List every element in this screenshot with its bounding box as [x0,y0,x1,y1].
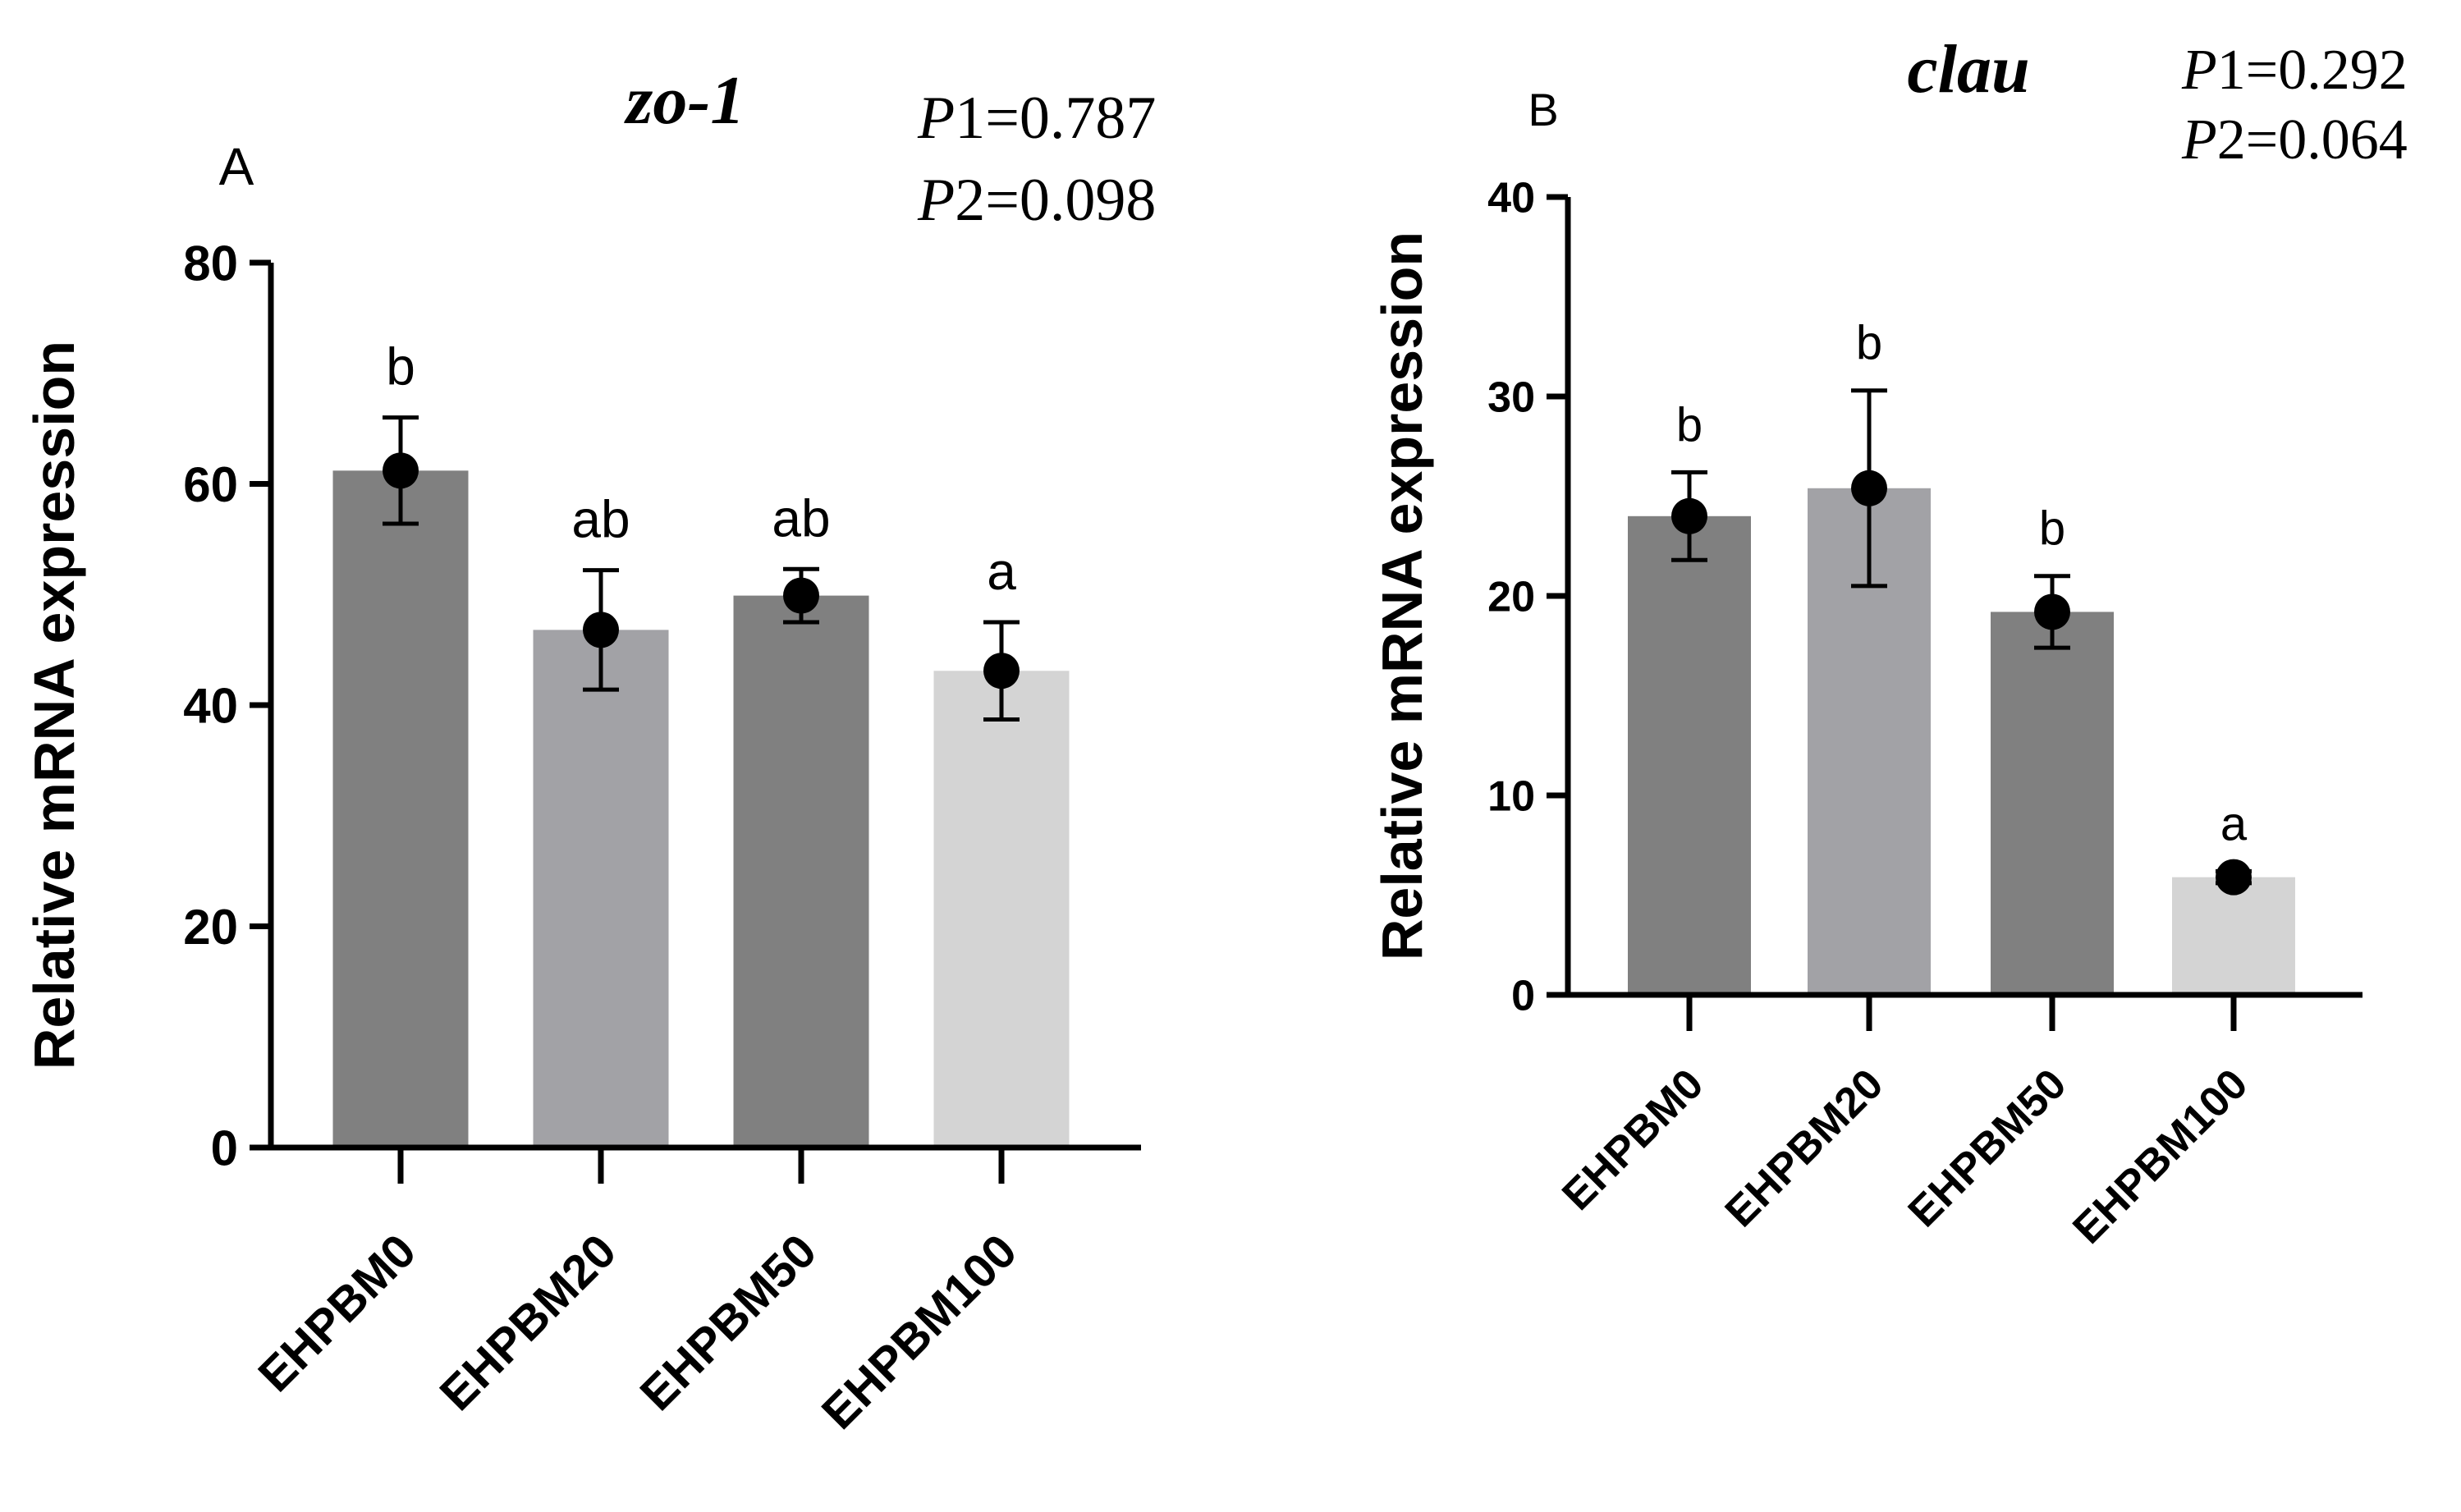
p-value-2: P2=0.064 [2181,108,2408,172]
y-tick-label: 20 [1487,574,1535,621]
y-tick-label: 40 [1487,175,1535,222]
panel-label: A [219,137,254,196]
p-value-text: 2=0.098 [955,167,1156,234]
significance-label: b [1676,398,1703,451]
bar-ehpbm100 [933,671,1070,1148]
x-tick-label: EHPBM100 [812,1224,1028,1440]
x-tick-label: EHPBM50 [630,1224,827,1421]
x-tick-label: EHPBM0 [1553,1060,1712,1219]
y-axis-label: Relative mRNA expression [1370,231,1434,960]
p-value-2: P2=0.098 [917,167,1156,234]
y-tick-label: 30 [1487,374,1535,422]
p-value-1: P1=0.787 [917,85,1156,152]
y-axis-label: Relative mRNA expression [22,341,86,1070]
y-tick-label: 80 [183,236,238,291]
p-value-prefix: P [2181,108,2217,172]
chart-title: clau [1907,31,2029,108]
significance-label: b [1856,317,1882,370]
p-value-prefix: P [2181,39,2217,102]
y-tick-label: 40 [183,679,238,734]
bar-ehpbm0 [1628,515,1751,995]
bar-ehpbm0 [332,470,469,1148]
mean-point [2034,593,2070,630]
p-value-text: 1=0.787 [955,85,1156,152]
y-tick-label: 60 [183,457,238,512]
mean-point [1851,470,1887,506]
bar-ehpbm50 [733,595,869,1148]
y-tick-label: 0 [1511,973,1535,1020]
significance-label: ab [772,488,830,548]
p-value-prefix: P [917,167,955,234]
mean-point [2216,859,2252,896]
y-tick-label: 0 [211,1121,238,1176]
x-tick-label: EHPBM0 [248,1224,426,1402]
x-tick-label: EHPBM20 [429,1224,626,1421]
x-tick-label: EHPBM100 [2064,1060,2257,1253]
p-value-text: 2=0.064 [2217,108,2408,172]
bar-ehpbm100 [2172,877,2295,995]
y-tick-label: 20 [183,900,238,955]
significance-label: ab [571,490,630,549]
mean-point [783,577,819,614]
p-value-text: 1=0.292 [2217,39,2408,102]
bar-ehpbm50 [1991,612,2114,995]
mean-point [1671,497,1707,534]
x-tick-label: EHPBM20 [1716,1060,1893,1236]
chart-title: zo-1 [624,62,745,139]
x-tick-label: EHPBM50 [1900,1060,2076,1236]
mean-point [383,452,419,489]
significance-label: b [386,337,415,396]
p-value-1: P1=0.292 [2181,39,2408,102]
significance-label: a [987,542,1016,601]
p-value-prefix: P [917,85,955,152]
significance-label: a [2220,797,2248,850]
mean-point [983,653,1020,690]
y-tick-label: 10 [1487,773,1535,821]
mean-point [583,612,619,648]
panel-label: B [1528,84,1558,135]
bar-ehpbm20 [533,630,669,1148]
significance-label: b [2039,502,2065,556]
